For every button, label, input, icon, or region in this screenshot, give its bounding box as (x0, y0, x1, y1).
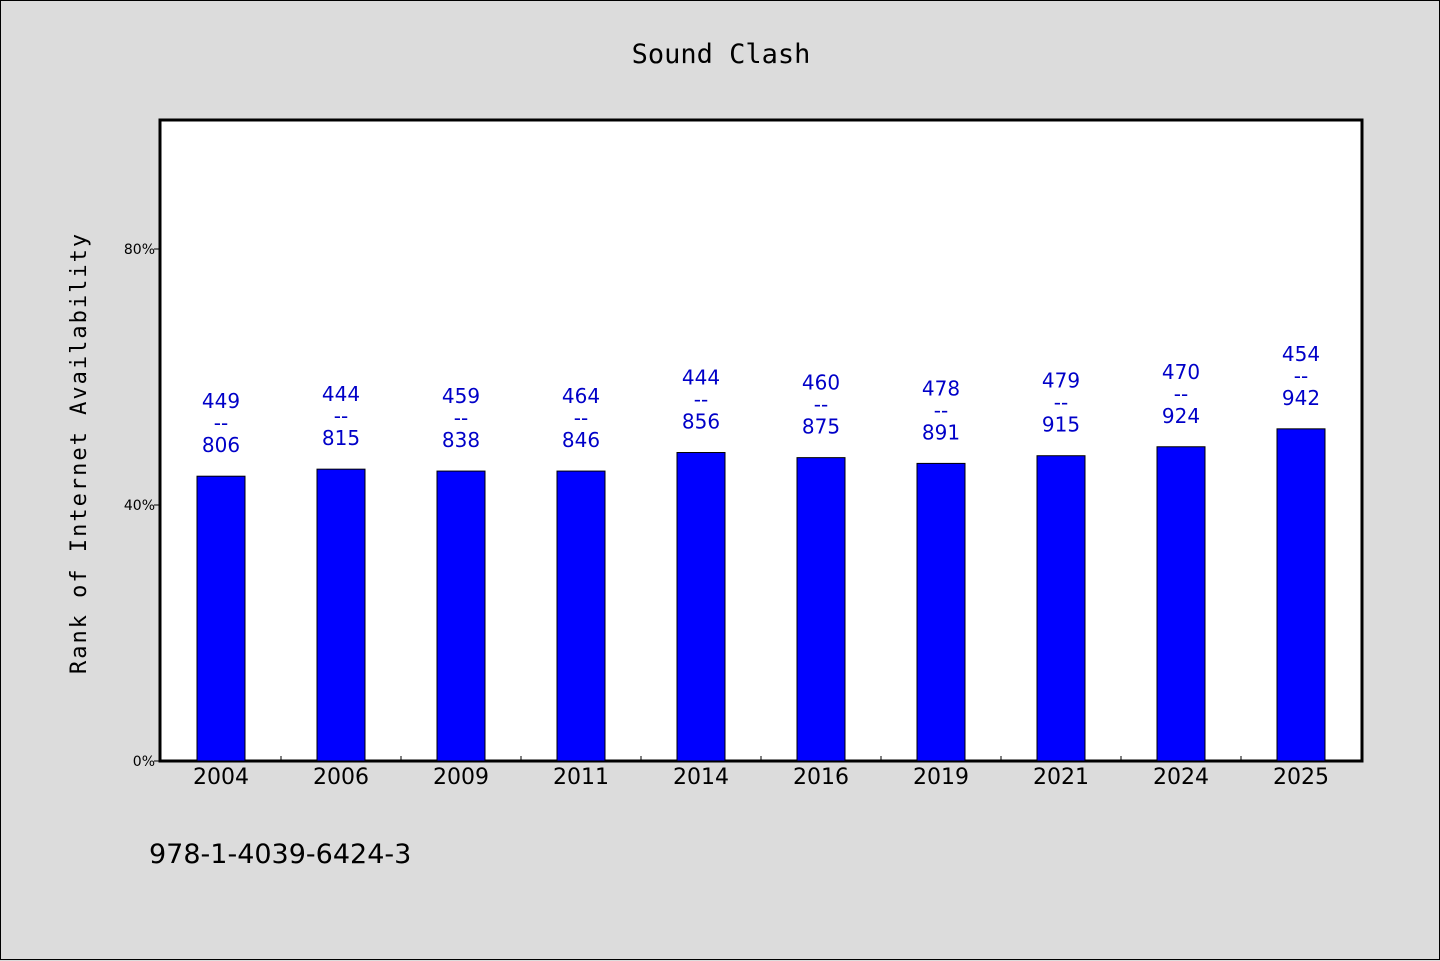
bar-value-label: 464 (562, 384, 600, 408)
bar (1276, 428, 1326, 762)
bar-value-label: -- (574, 406, 588, 430)
bar (676, 452, 726, 762)
bar (1156, 446, 1206, 762)
x-tick-label: 2011 (553, 765, 609, 790)
bar (316, 468, 366, 762)
bar-value-label: 478 (922, 376, 960, 400)
bar-value-label: -- (1054, 391, 1068, 415)
bar-value-label: -- (454, 406, 468, 430)
bar-value-label: 444 (682, 366, 720, 390)
bar (916, 462, 966, 762)
x-tick-label: 2019 (913, 765, 969, 790)
bar (436, 470, 486, 762)
bar-value-label: -- (1294, 364, 1308, 388)
bar-value-label: 449 (202, 389, 240, 413)
bar-value-label: 924 (1162, 404, 1200, 428)
data-labels: 449--806444--815459--838464--846444--856… (202, 342, 1320, 457)
y-axis-label: Rank of Internet Availability (67, 232, 92, 674)
bar-value-label: 479 (1042, 369, 1080, 393)
footer-code: 978-1-4039-6424-3 (149, 839, 411, 870)
bar-value-label: 875 (802, 415, 840, 439)
bar-value-label: 856 (682, 410, 720, 434)
bar-value-label: 444 (322, 382, 360, 406)
bar-value-label: 460 (802, 371, 840, 395)
x-tick-label: 2014 (673, 765, 729, 790)
bar-value-label: 846 (562, 428, 600, 452)
bar-value-label: 459 (442, 384, 480, 408)
y-tick-label: 40% (124, 498, 155, 514)
x-tick-label: 2025 (1273, 765, 1329, 790)
bar-value-label: -- (1174, 382, 1188, 406)
bar-value-label: 942 (1282, 386, 1320, 410)
bar-value-label: 815 (322, 426, 360, 450)
chart-title: Sound Clash (632, 39, 811, 70)
y-tick-label: 80% (124, 242, 155, 258)
y-axis: 0% 40% 80% (124, 242, 161, 770)
x-tick-label: 2006 (313, 765, 369, 790)
x-tick-label: 2021 (1033, 765, 1089, 790)
x-tick-label: 2004 (193, 765, 249, 790)
bar-value-label: -- (814, 393, 828, 417)
bar-value-label: 454 (1282, 342, 1320, 366)
bar-value-label: 838 (442, 428, 480, 452)
y-tick-label: 0% (133, 754, 155, 770)
bar-value-label: -- (214, 411, 228, 435)
bar (556, 470, 606, 762)
bar-value-label: 806 (202, 433, 240, 457)
bar-value-label: -- (934, 398, 948, 422)
bar-value-label: 915 (1042, 413, 1080, 437)
bar-value-label: -- (694, 388, 708, 412)
bar (196, 475, 246, 762)
x-tick-label: 2016 (793, 765, 849, 790)
bar (1036, 455, 1086, 762)
x-tick-label: 2024 (1153, 765, 1209, 790)
bar-value-label: 470 (1162, 360, 1200, 384)
bar-value-label: -- (334, 404, 348, 428)
x-axis: 2004 2006 2009 2011 2014 2016 2019 2021 2024 2025 (193, 756, 1329, 790)
bar-series (196, 428, 1326, 762)
x-tick-label: 2009 (433, 765, 489, 790)
bar (796, 457, 846, 762)
bar-value-label: 891 (922, 420, 960, 444)
